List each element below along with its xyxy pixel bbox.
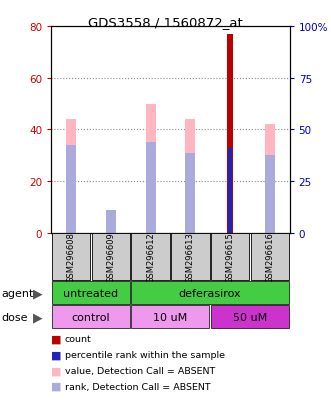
Text: ■: ■ <box>51 334 62 344</box>
FancyBboxPatch shape <box>211 234 249 280</box>
Bar <box>146 143 156 233</box>
FancyBboxPatch shape <box>251 234 289 280</box>
Text: rank, Detection Call = ABSENT: rank, Detection Call = ABSENT <box>65 382 210 391</box>
Text: percentile rank within the sample: percentile rank within the sample <box>65 350 224 359</box>
Text: control: control <box>72 312 110 322</box>
Text: ▶: ▶ <box>33 310 43 323</box>
Text: dose: dose <box>2 312 28 322</box>
FancyBboxPatch shape <box>52 234 90 280</box>
Bar <box>106 210 116 233</box>
FancyBboxPatch shape <box>171 234 210 280</box>
Bar <box>66 120 76 233</box>
Text: deferasirox: deferasirox <box>179 288 242 298</box>
Text: GSM296616: GSM296616 <box>265 232 274 282</box>
Text: 10 uM: 10 uM <box>153 312 188 322</box>
FancyBboxPatch shape <box>131 282 289 304</box>
Text: GSM296613: GSM296613 <box>186 232 195 282</box>
Text: ■: ■ <box>51 350 62 360</box>
Text: ■: ■ <box>51 366 62 375</box>
Text: GDS3558 / 1560872_at: GDS3558 / 1560872_at <box>88 16 243 28</box>
Bar <box>228 149 232 233</box>
FancyBboxPatch shape <box>211 306 289 328</box>
Text: ▶: ▶ <box>33 286 43 299</box>
FancyBboxPatch shape <box>131 306 210 328</box>
FancyBboxPatch shape <box>92 234 130 280</box>
Text: GSM296609: GSM296609 <box>106 232 116 282</box>
Text: untreated: untreated <box>64 288 118 298</box>
Text: ■: ■ <box>51 381 62 391</box>
Bar <box>265 156 275 233</box>
FancyBboxPatch shape <box>52 282 130 304</box>
Text: 50 uM: 50 uM <box>233 312 267 322</box>
Bar <box>185 153 195 233</box>
Text: agent: agent <box>2 288 34 298</box>
Bar <box>106 218 116 233</box>
Bar <box>227 35 233 233</box>
Bar <box>265 125 275 233</box>
Bar <box>66 145 76 233</box>
Text: GSM296615: GSM296615 <box>225 232 235 282</box>
FancyBboxPatch shape <box>52 306 130 328</box>
Bar <box>146 104 156 233</box>
Text: GSM296608: GSM296608 <box>67 232 76 282</box>
Text: count: count <box>65 335 91 344</box>
Text: GSM296612: GSM296612 <box>146 232 155 282</box>
FancyBboxPatch shape <box>131 234 170 280</box>
Text: value, Detection Call = ABSENT: value, Detection Call = ABSENT <box>65 366 215 375</box>
Bar <box>185 120 195 233</box>
